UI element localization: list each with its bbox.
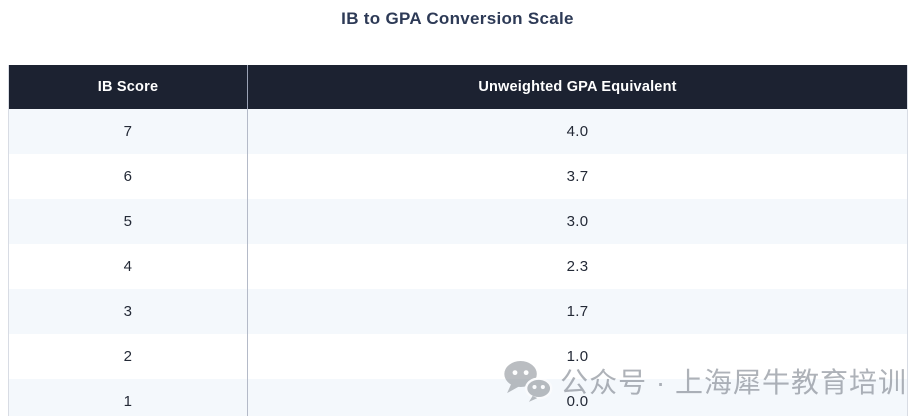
table-row: 1 0.0 <box>8 379 908 416</box>
table-header-row: IB Score Unweighted GPA Equivalent <box>8 65 908 109</box>
ib-score-cell: 3 <box>8 289 248 334</box>
gpa-cell: 2.3 <box>566 258 589 275</box>
column-header-gpa-equivalent: Unweighted GPA Equivalent <box>247 65 908 109</box>
gpa-cell: 3.7 <box>566 168 589 185</box>
table-row: 2 1.0 <box>8 334 908 379</box>
ib-score-cell: 6 <box>8 154 248 199</box>
table-row: 3 1.7 <box>8 289 908 334</box>
ib-score-cell: 2 <box>8 334 248 379</box>
table-row: 7 4.0 <box>8 109 908 154</box>
ib-gpa-conversion-table: IB Score Unweighted GPA Equivalent 7 4.0… <box>8 65 908 416</box>
ib-score-cell: 4 <box>8 244 248 289</box>
ib-score-cell: 1 <box>8 379 248 416</box>
table-row: 6 3.7 <box>8 154 908 199</box>
table-row: 4 2.3 <box>8 244 908 289</box>
table-body: 7 4.0 6 3.7 5 3.0 4 2.3 3 1.7 2 1.0 <box>8 109 908 416</box>
table-row: 5 3.0 <box>8 199 908 244</box>
gpa-cell: 1.7 <box>566 303 589 320</box>
gpa-cell: 1.0 <box>566 348 589 365</box>
page-title: IB to GPA Conversion Scale <box>341 9 574 28</box>
gpa-cell: 0.0 <box>566 393 589 410</box>
ib-score-cell: 5 <box>8 199 248 244</box>
column-header-ib-score: IB Score <box>8 65 248 109</box>
gpa-cell: 4.0 <box>566 123 589 140</box>
gpa-cell: 3.0 <box>566 213 589 230</box>
ib-score-cell: 7 <box>8 109 248 154</box>
table-header: IB Score Unweighted GPA Equivalent <box>8 65 908 109</box>
